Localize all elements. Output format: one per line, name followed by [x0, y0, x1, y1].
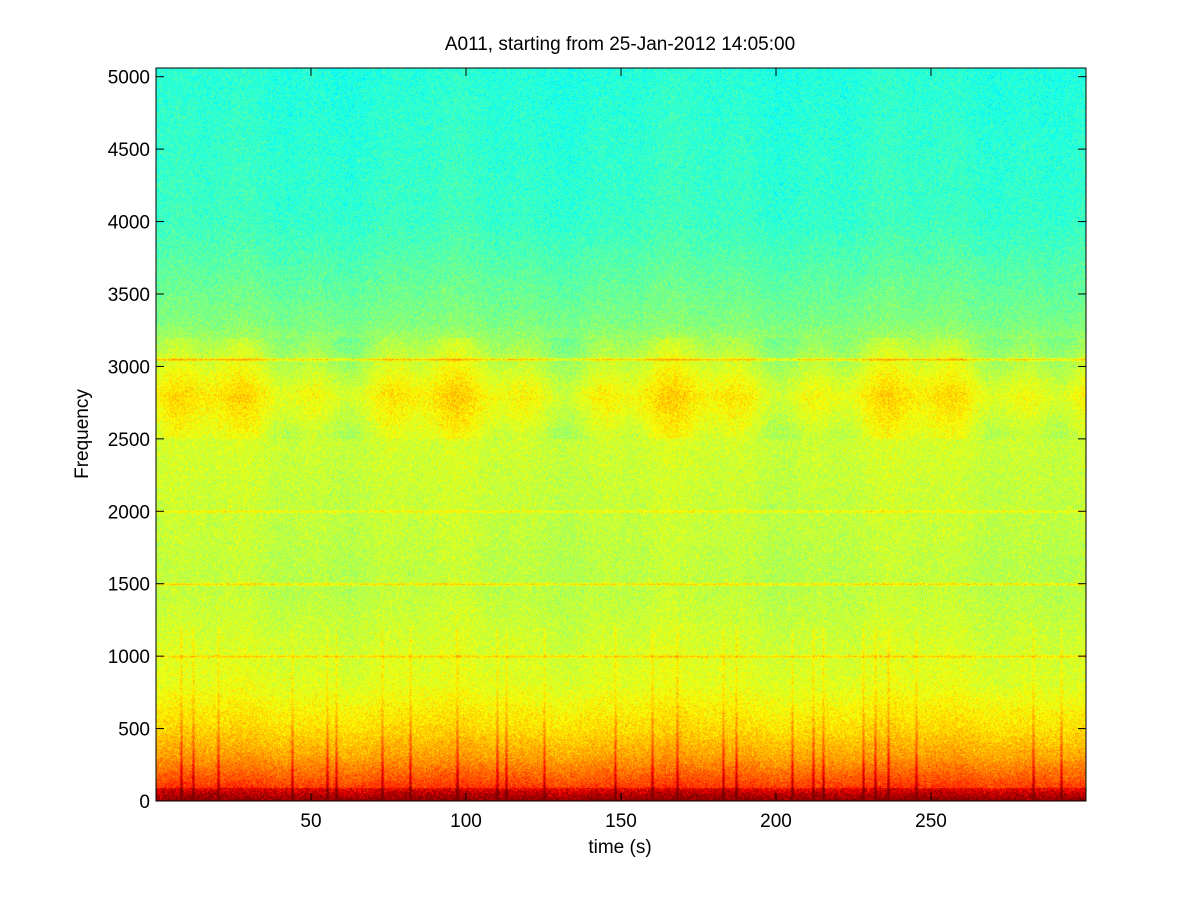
y-tick-label: 0	[139, 792, 150, 813]
x-tick-label: 50	[300, 811, 321, 832]
y-tick-label: 5000	[108, 68, 150, 89]
y-tick-label: 3000	[108, 357, 150, 378]
spectrogram-heatmap	[156, 68, 1086, 801]
y-axis-label: Frequency	[72, 389, 93, 479]
x-tick-label: 150	[605, 811, 637, 832]
x-tick-label: 250	[915, 811, 947, 832]
y-tick-label: 1000	[108, 647, 150, 668]
x-axis-ticks: 50 100 150 200 250	[300, 68, 947, 832]
y-tick-label: 2500	[108, 430, 150, 451]
plot-area	[155, 67, 1087, 802]
y-tick-label: 3500	[108, 285, 150, 306]
chart-title: A011, starting from 25-Jan-2012 14:05:00	[445, 34, 795, 55]
x-tick-label: 100	[450, 811, 482, 832]
x-axis-label: time (s)	[588, 837, 651, 858]
y-axis-ticks: 0 500 1000 1500 2000 2500 3000 3500 4000 4500 5000	[108, 68, 1086, 813]
y-tick-label: 1500	[108, 575, 150, 596]
y-tick-label: 2000	[108, 502, 150, 523]
y-tick-label: 4500	[108, 140, 150, 161]
y-tick-label: 4000	[108, 213, 150, 234]
x-tick-label: 200	[760, 811, 792, 832]
y-tick-label: 500	[118, 720, 150, 741]
